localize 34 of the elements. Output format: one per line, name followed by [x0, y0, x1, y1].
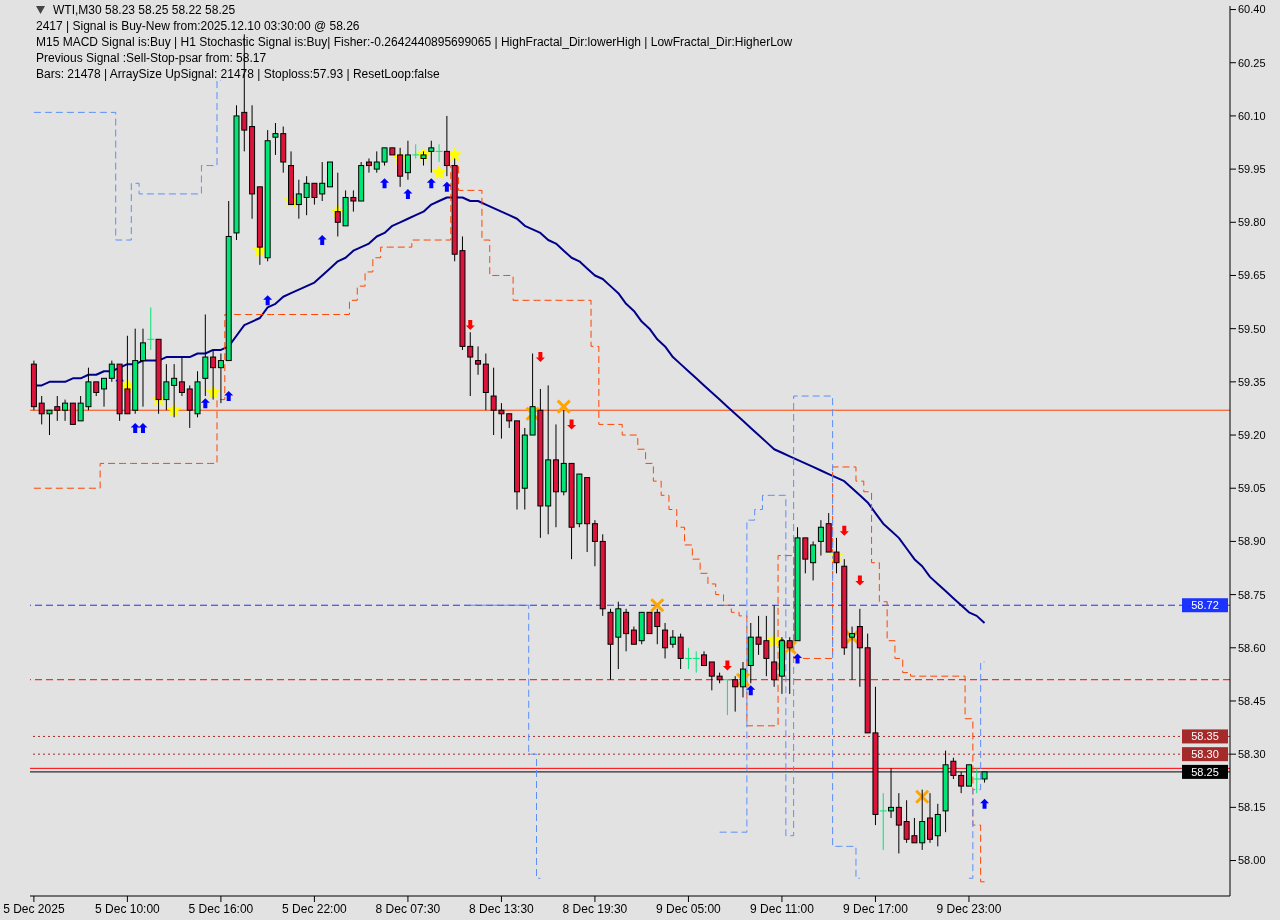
- y-tick-label: 59.20: [1238, 428, 1266, 441]
- annotation: 2417 | Signal is Buy-New from:2025.12.10 03:30:00 @ 58.26: [36, 18, 361, 34]
- ref-line-label: 58.35: [1191, 730, 1219, 743]
- x-tick-label: 9 Dec 11:00: [750, 901, 815, 916]
- y-tick-label: 58.15: [1238, 801, 1266, 814]
- y-tick-label: 59.05: [1238, 482, 1266, 495]
- x-tick-label: 8 Dec 19:30: [562, 901, 628, 916]
- x-tick-label: 5 Dec 2025: [3, 901, 65, 916]
- ref-line-label: 58.72: [1191, 599, 1219, 612]
- y-tick-label: 60.10: [1238, 109, 1266, 122]
- y-tick-label: 58.00: [1238, 854, 1266, 867]
- y-tick-label: 58.60: [1238, 641, 1266, 654]
- y-tick-label: 58.30: [1238, 748, 1266, 761]
- x-tick-label: 9 Dec 23:00: [936, 901, 1002, 916]
- y-tick-label: 60.25: [1238, 56, 1266, 69]
- x-tick-label: 9 Dec 05:00: [656, 901, 722, 916]
- y-tick-label: 59.50: [1238, 322, 1266, 335]
- ref-line-label: 58.25: [1191, 765, 1219, 778]
- y-tick-label: 59.80: [1238, 216, 1266, 229]
- ref-line-label: 58.30: [1191, 748, 1219, 761]
- y-tick-label: 58.90: [1238, 535, 1266, 548]
- x-tick-label: 5 Dec 16:00: [188, 901, 254, 916]
- y-tick-label: 60.40: [1238, 3, 1266, 16]
- x-tick-label: 5 Dec 22:00: [282, 901, 348, 916]
- y-tick-label: 59.65: [1238, 269, 1266, 282]
- y-tick-label: 59.35: [1238, 375, 1266, 388]
- y-tick-label: 59.95: [1238, 163, 1266, 176]
- y-tick-label: 58.45: [1238, 694, 1266, 707]
- x-tick-label: 5 Dec 10:00: [95, 901, 161, 916]
- y-tick-label: 58.75: [1238, 588, 1266, 601]
- x-tick-label: 9 Dec 17:00: [843, 901, 909, 916]
- chart-title: WTI,M30 58.23 58.25 58.22 58.25: [53, 2, 236, 18]
- x-tick-label: 8 Dec 13:30: [469, 901, 535, 916]
- x-tick-label: 8 Dec 07:30: [375, 901, 441, 916]
